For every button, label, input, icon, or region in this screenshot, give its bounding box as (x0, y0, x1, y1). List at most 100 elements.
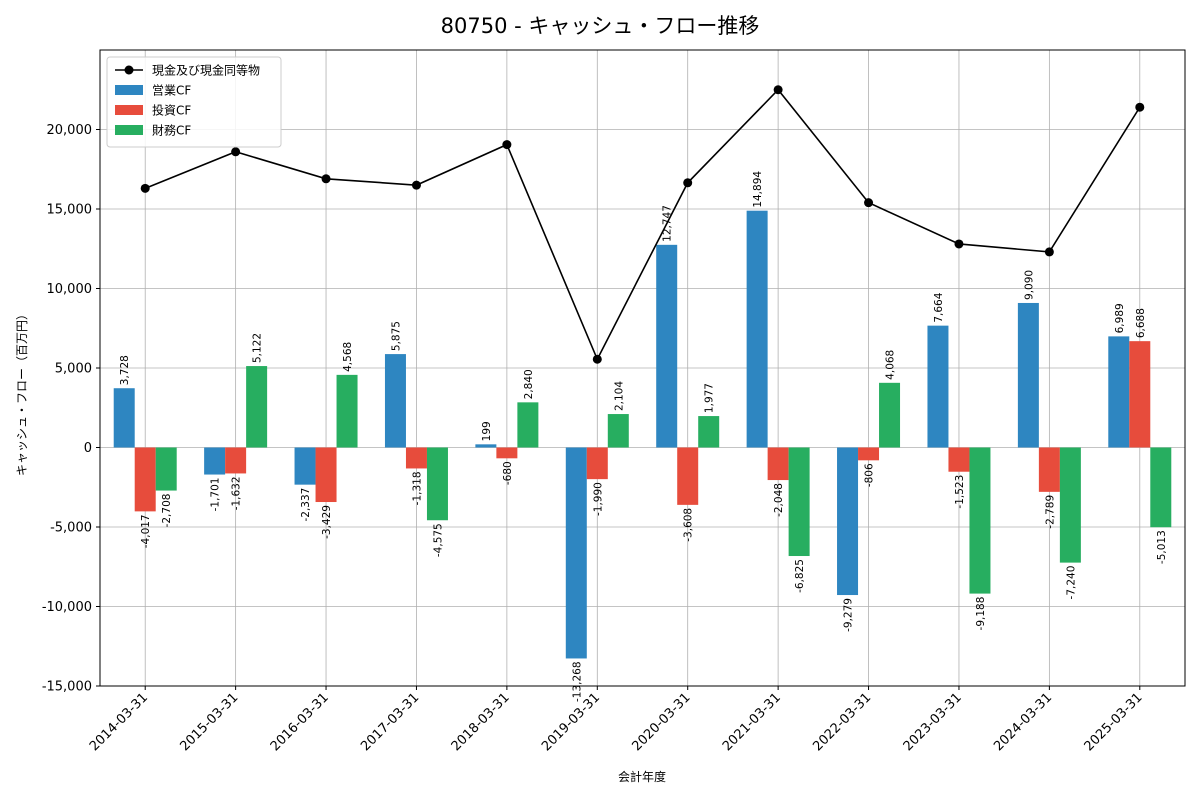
legend-label: 財務CF (152, 123, 191, 138)
bar (155, 447, 177, 491)
data-label: 199 (481, 421, 493, 441)
x-tick-label: 2024-03-31 (991, 690, 1055, 754)
bar (948, 447, 970, 472)
bar (384, 354, 406, 448)
bar (134, 447, 156, 512)
bar (475, 444, 497, 448)
data-label: 12,747 (662, 205, 674, 242)
x-tick-label: 2020-03-31 (629, 690, 693, 754)
y-tick-label: 10,000 (47, 282, 93, 297)
data-label: -4,575 (432, 523, 444, 557)
data-label: -5,013 (1156, 530, 1168, 564)
bar (927, 325, 949, 448)
legend-label: 投資CF (152, 103, 191, 118)
bar (565, 447, 587, 659)
bar (1129, 341, 1151, 448)
data-label: -2,337 (300, 488, 312, 522)
bar (698, 416, 720, 448)
y-tick-label: -10,000 (42, 600, 92, 615)
y-axis-label: キャッシュ・フロー（百万円） (15, 308, 29, 476)
x-tick-label: 2016-03-31 (268, 690, 332, 754)
cash-point (683, 178, 693, 188)
cash-point (231, 147, 241, 157)
data-label: -1,523 (954, 475, 966, 509)
cash-point (140, 183, 150, 193)
legend-label: 現金及び現金同等物 (152, 63, 260, 78)
data-label: -1,701 (210, 478, 222, 512)
chart-title: 80750 - キャッシュ・フロー推移 (441, 14, 760, 38)
bar (517, 402, 539, 448)
bar-series (113, 210, 1172, 659)
cash-point (864, 198, 874, 208)
y-tick-label: 20,000 (47, 123, 93, 138)
data-label: 3,728 (119, 355, 131, 385)
bar (879, 382, 901, 448)
cash-point (1135, 102, 1145, 112)
data-label: -13,268 (571, 661, 583, 702)
data-labels: 3,728 -1,701 -2,337 5,875 199 -13,268 12,747 14… (119, 171, 1168, 702)
cash-line (144, 88, 1141, 362)
bar (969, 447, 991, 594)
bar (294, 447, 316, 485)
grid-lines (100, 50, 1185, 687)
data-label: 2,840 (523, 369, 535, 399)
cash-point (592, 354, 602, 364)
data-label: -2,789 (1044, 495, 1056, 529)
data-label: -1,990 (592, 482, 604, 516)
x-tick-label: 2015-03-31 (177, 690, 241, 754)
bar (336, 374, 358, 448)
data-label: 5,875 (390, 321, 402, 351)
data-label: -3,429 (321, 505, 333, 539)
y-tick-label: 15,000 (47, 203, 93, 218)
bar (858, 447, 880, 461)
y-tick-label: -5,000 (50, 521, 92, 536)
bar (496, 447, 518, 459)
bar (426, 447, 448, 521)
data-label: 1,977 (704, 383, 716, 413)
x-tick-label: 2017-03-31 (358, 690, 422, 754)
cash-point (954, 239, 964, 249)
data-label: 5,122 (252, 333, 264, 363)
x-tick-label: 2022-03-31 (810, 690, 874, 754)
legend-label: 営業CF (152, 84, 191, 98)
bar (1017, 302, 1039, 448)
data-label: -1,318 (411, 471, 423, 505)
data-label: -2,048 (773, 483, 785, 517)
y-tick-label: 5,000 (55, 362, 92, 377)
bar (746, 210, 768, 448)
cash-point (1044, 247, 1054, 257)
data-label: 6,989 (1114, 303, 1126, 333)
data-label: -680 (502, 461, 514, 485)
y-tick-label: 0 (84, 441, 92, 456)
bar (1108, 336, 1130, 448)
bar (677, 447, 699, 505)
legend-swatch (115, 85, 143, 95)
data-label: 2,104 (613, 381, 625, 411)
bar (204, 447, 226, 475)
bar (113, 388, 135, 448)
data-label: -4,017 (140, 514, 152, 548)
legend-swatch (115, 125, 143, 135)
legend-marker (124, 65, 134, 75)
bar (788, 447, 810, 557)
cash-point (321, 174, 331, 184)
bar (225, 447, 247, 474)
data-label: -7,240 (1065, 566, 1077, 600)
x-tick-label: 2023-03-31 (901, 690, 965, 754)
bar (1038, 447, 1060, 492)
legend-box (106, 56, 282, 148)
data-label: 4,568 (342, 342, 354, 372)
x-tick-label: 2014-03-31 (87, 690, 151, 754)
bar (1059, 447, 1081, 563)
data-label: 6,688 (1135, 308, 1147, 338)
bar (767, 447, 789, 481)
cash-point (411, 180, 421, 190)
bar (405, 447, 427, 469)
x-tick-label: 2025-03-31 (1082, 690, 1146, 754)
data-label: 7,664 (933, 292, 945, 322)
data-label: -806 (864, 463, 876, 487)
x-tick-label: 2018-03-31 (449, 690, 513, 754)
y-tick-label: -15,000 (42, 680, 92, 695)
